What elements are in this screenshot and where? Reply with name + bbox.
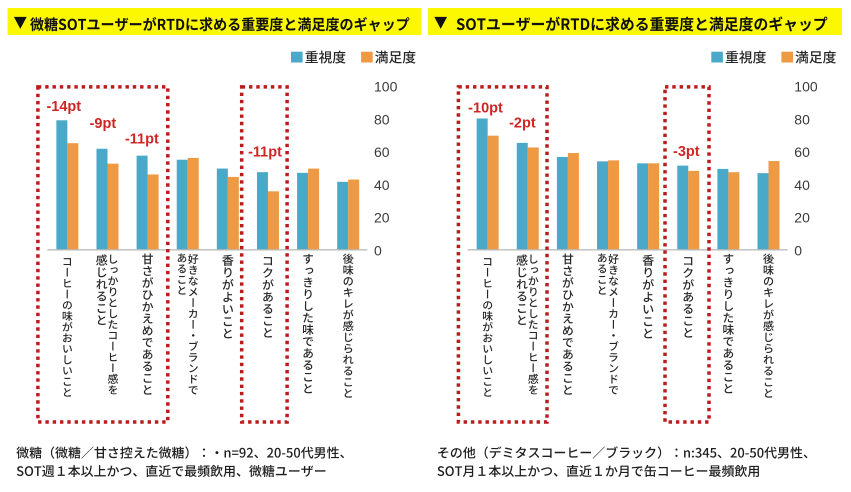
svg-text:60: 60 <box>374 144 390 160</box>
svg-text:-14pt: -14pt <box>46 99 81 115</box>
svg-text:40: 40 <box>374 177 390 193</box>
svg-text:100: 100 <box>374 79 398 95</box>
svg-text:-10pt: -10pt <box>468 100 503 116</box>
svg-text:-11pt: -11pt <box>248 144 282 160</box>
svg-text:-9pt: -9pt <box>90 116 117 132</box>
svg-text:0: 0 <box>374 242 382 258</box>
svg-text:20: 20 <box>374 210 390 226</box>
svg-text:-11pt: -11pt <box>125 132 159 148</box>
svg-text:-3pt: -3pt <box>673 144 700 160</box>
svg-text:80: 80 <box>374 111 390 127</box>
svg-text:-2pt: -2pt <box>509 116 536 132</box>
